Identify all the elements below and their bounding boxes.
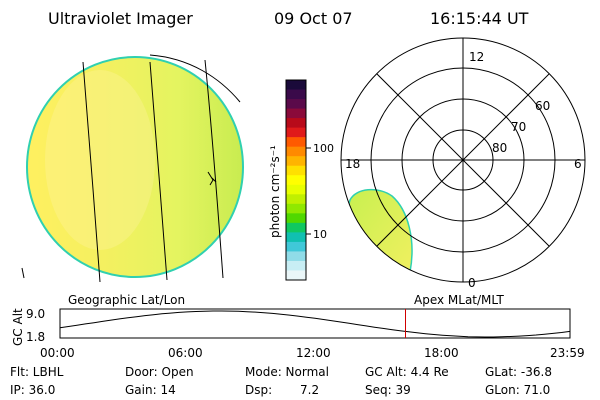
colorbar-band: [286, 194, 306, 205]
instrument-title: Ultraviolet Imager: [48, 9, 193, 28]
geographic-image: [21, 54, 244, 283]
info-gcalt: GC Alt: 4.4 Re: [365, 365, 449, 379]
colorbar-band: [286, 270, 306, 281]
polar-label-12: 12: [469, 50, 484, 64]
info-ip: IP: 36.0: [10, 383, 55, 397]
colorbar-band: [286, 165, 306, 176]
time-label-0: 00:00: [40, 346, 75, 360]
info-seq: Seq: 39: [365, 383, 411, 397]
colorbar-band: [286, 222, 306, 233]
colorbar-tick-100: 100: [313, 142, 334, 155]
timeline-y-bottom: 1.8: [26, 330, 45, 344]
colorbar-band: [286, 156, 306, 167]
observation-date: 09 Oct 07: [274, 9, 353, 28]
colorbar-band: [286, 127, 306, 138]
info-glon: GLon: 71.0: [485, 383, 550, 397]
polar-plot: 12 18 6 0 60 70 80: [340, 37, 586, 290]
colorbar-tick-10: 10: [313, 228, 327, 241]
colorbar-band: [286, 251, 306, 262]
colorbar-band: [286, 184, 306, 195]
geographic-label: Geographic Lat/Lon: [68, 293, 185, 307]
colorbar-band: [286, 118, 306, 129]
time-label-4: 23:59: [550, 346, 585, 360]
colorbar-band: [286, 203, 306, 214]
colorbar-band: [286, 146, 306, 157]
info-panel: Flt: LBHL IP: 36.0 Door: Open Gain: 14 M…: [10, 365, 552, 397]
timeline-ylabel: GC Alt: [11, 308, 25, 346]
colorbar-band: [286, 99, 306, 110]
colorbar-band: [286, 232, 306, 243]
altitude-timeline: GC Alt 9.0 1.8 00:00 06:00 12:00 18:00 2…: [11, 307, 585, 360]
polar-label-18: 18: [345, 157, 360, 171]
colorbar-band: [286, 80, 306, 91]
polar-label-0: 0: [468, 276, 476, 290]
colorbar-unit-label: photon cm⁻²s⁻¹: [268, 145, 282, 238]
colorbar-band: [286, 241, 306, 252]
colorbar-band: [286, 89, 306, 100]
polar-lat-60: 60: [535, 99, 550, 113]
colorbar-band: [286, 137, 306, 148]
colorbar-band: [286, 175, 306, 186]
colorbar: 100 10 photon cm⁻²s⁻¹: [268, 79, 334, 281]
apex-label: Apex MLat/MLT: [414, 293, 504, 307]
time-label-2: 12:00: [296, 346, 331, 360]
polar-lat-80: 80: [492, 141, 507, 155]
colorbar-band: [286, 108, 306, 119]
observation-time: 16:15:44 UT: [430, 9, 529, 28]
polar-lat-70: 70: [511, 120, 526, 134]
colorbar-band: [286, 260, 306, 271]
polar-label-6: 6: [574, 157, 582, 171]
altitude-curve: [59, 310, 571, 338]
info-mode: Mode: Normal: [245, 365, 329, 379]
info-dsp-label: Dsp:: [245, 383, 272, 397]
info-gain: Gain: 14: [125, 383, 176, 397]
info-glat: GLat: -36.8: [485, 365, 552, 379]
colorbar-band: [286, 213, 306, 224]
info-flt: Flt: LBHL: [10, 365, 64, 379]
info-door: Door: Open: [125, 365, 194, 379]
time-label-3: 18:00: [424, 346, 459, 360]
time-label-1: 06:00: [168, 346, 203, 360]
timeline-y-top: 9.0: [26, 307, 45, 321]
info-dsp-value: 7.2: [300, 383, 319, 397]
